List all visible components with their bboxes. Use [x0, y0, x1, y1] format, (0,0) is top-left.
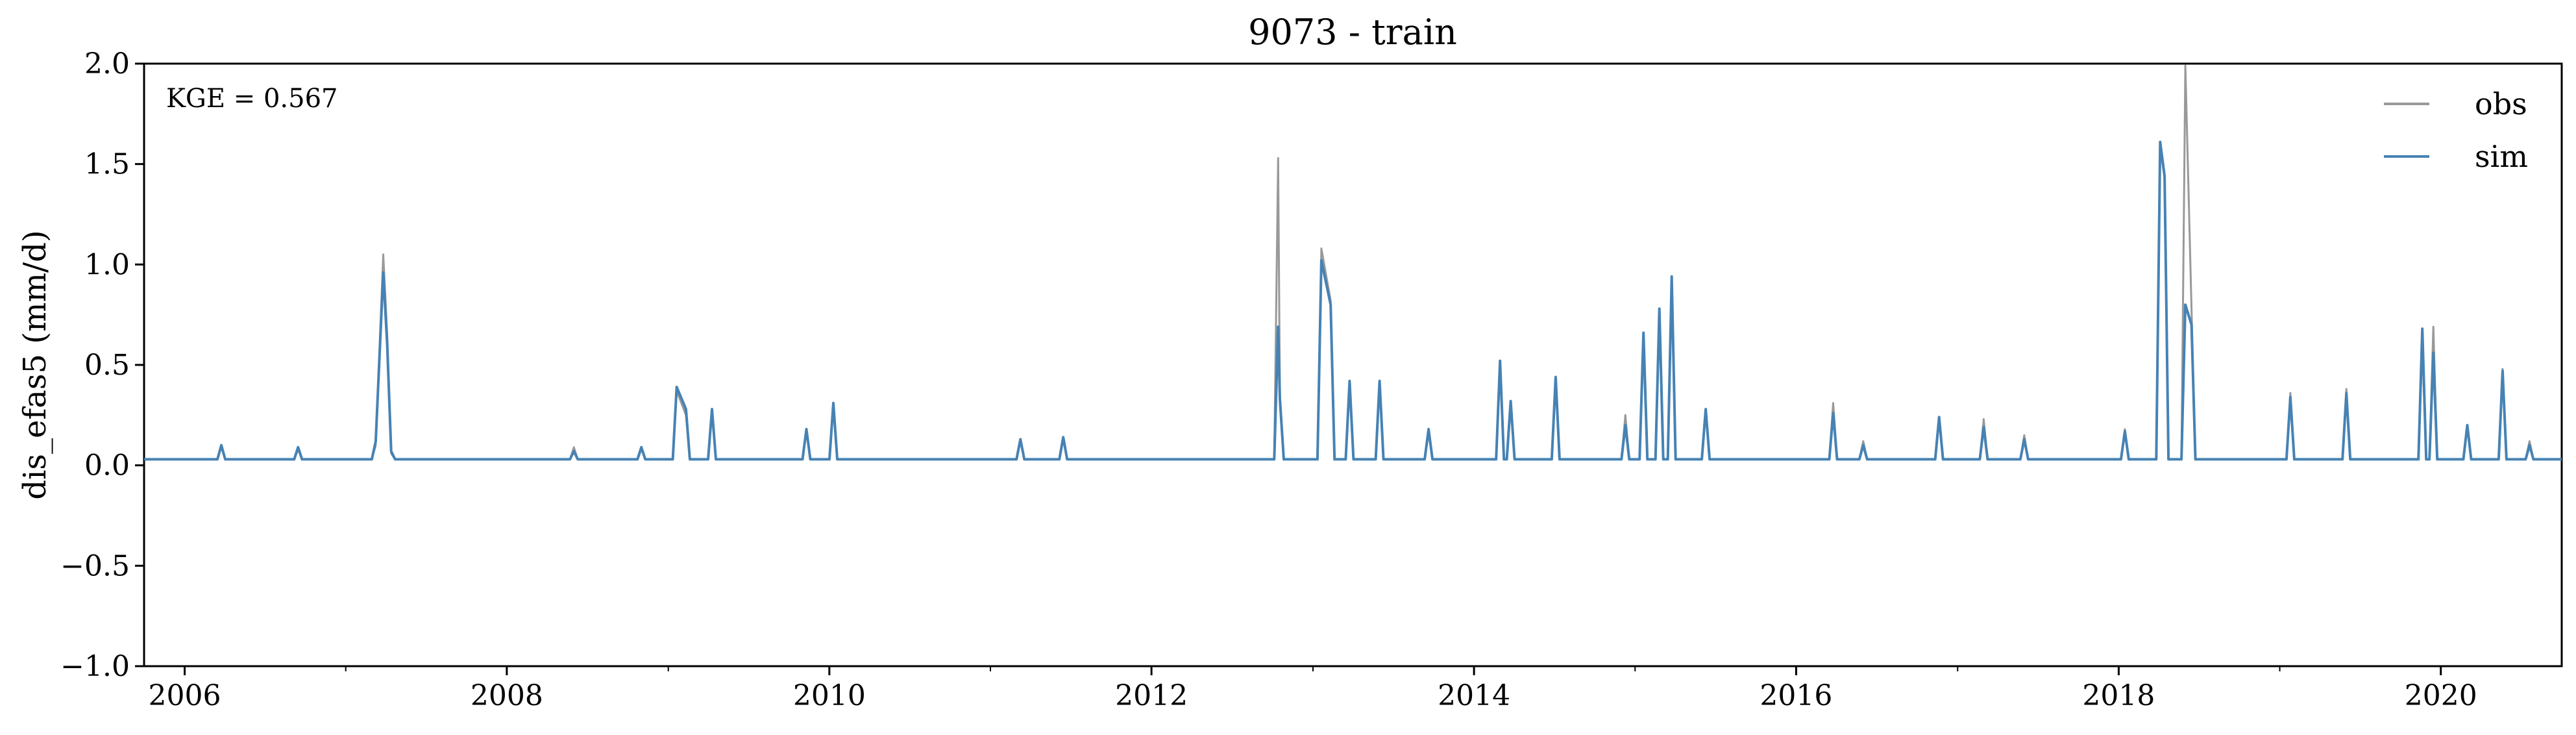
y-tick-label: 0.0	[84, 449, 130, 482]
y-tick-label: −0.5	[60, 549, 130, 582]
x-tick-label: 2020	[2405, 679, 2477, 712]
x-tick-label: 2010	[793, 679, 866, 712]
x-tick-label: 2016	[1760, 679, 1832, 712]
legend-sim-label: sim	[2475, 139, 2528, 174]
legend: obs sim	[2384, 86, 2528, 174]
legend-obs-label: obs	[2475, 86, 2527, 121]
plot-frame	[143, 62, 2563, 667]
plot-area: 2006 2008 2010 2012 2014 2016 2018 2020 2.0 1.5 1…	[60, 47, 2563, 712]
y-tick-label: 1.0	[84, 248, 130, 281]
kge-annotation: KGE = 0.567	[166, 84, 338, 114]
chart-title: 9073 - train	[1248, 12, 1457, 53]
x-axis-ticks: 2006 2008 2010 2012 2014 2016 2018 2020	[149, 666, 2477, 712]
y-tick-label: 1.5	[84, 148, 130, 181]
y-axis-label: dis_efas5 (mm/d)	[17, 230, 53, 499]
x-tick-label: 2008	[471, 679, 543, 712]
y-tick-label: −1.0	[60, 650, 130, 683]
y-tick-label: 0.5	[84, 349, 130, 382]
x-tick-label: 2006	[149, 679, 221, 712]
y-axis-ticks: 2.0 1.5 1.0 0.5 0.0 −0.5 −1.0	[60, 47, 144, 683]
series-line-sim	[144, 140, 2562, 461]
series-layer	[144, 64, 2562, 461]
x-tick-label: 2018	[2082, 679, 2155, 712]
x-tick-label: 2014	[1438, 679, 1510, 712]
x-tick-label: 2012	[1115, 679, 1188, 712]
y-tick-label: 2.0	[84, 47, 130, 81]
